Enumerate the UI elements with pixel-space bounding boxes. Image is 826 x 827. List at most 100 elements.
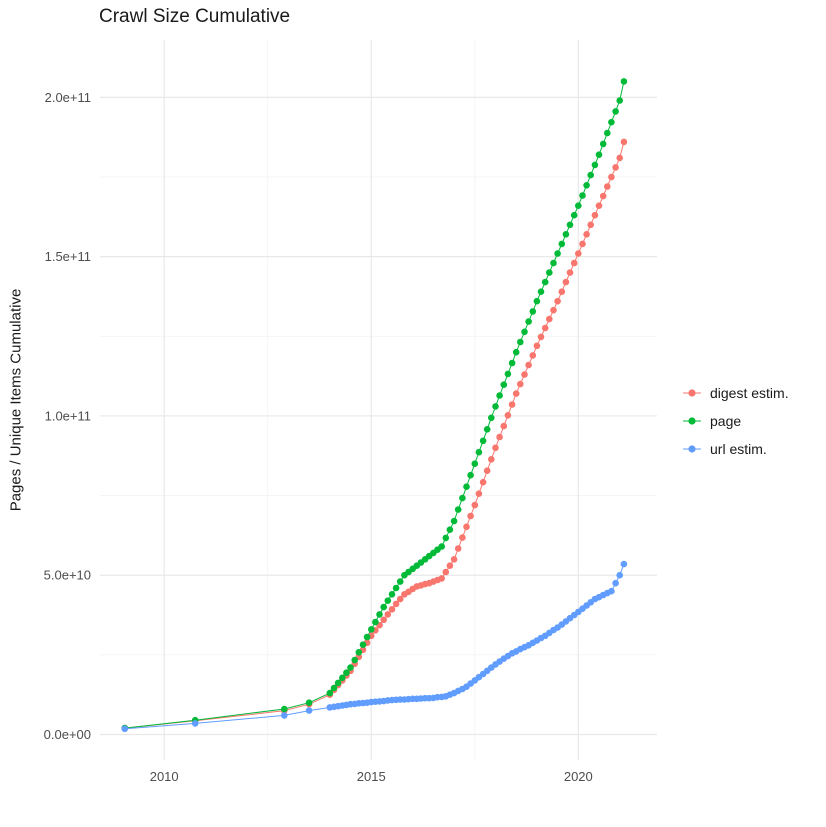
data-point-page (608, 118, 615, 126)
legend-key-url-estim-icon (681, 442, 703, 456)
legend-label-url-estim: url estim. (710, 441, 767, 457)
legend-item-digest-estim: digest estim. (681, 379, 789, 407)
data-point-digest-estim- (533, 342, 541, 350)
data-point-page (604, 129, 611, 137)
data-point-page (388, 591, 396, 598)
data-point-page (508, 359, 516, 367)
data-point-digest-estim- (479, 478, 487, 486)
data-point-digest-estim- (550, 306, 557, 314)
data-point-page (591, 161, 599, 169)
data-point-page (566, 221, 574, 229)
data-point-digest-estim- (380, 616, 388, 624)
data-point-digest-estim- (438, 575, 446, 582)
data-point-page (384, 597, 392, 604)
data-point-page (475, 448, 483, 456)
data-point-digest-estim- (467, 512, 474, 520)
data-point-digest-estim- (562, 278, 570, 286)
data-point-page (521, 328, 528, 336)
data-point-page (281, 705, 288, 713)
data-point-page (595, 151, 603, 158)
data-point-digest-estim- (583, 231, 590, 238)
data-point-page (570, 211, 578, 219)
data-point-page (599, 140, 607, 148)
data-point-digest-estim- (396, 595, 404, 603)
data-point-page (479, 437, 487, 445)
data-point-digest-estim- (500, 422, 508, 430)
data-point-page (558, 240, 566, 248)
data-point-page (334, 679, 342, 687)
data-point-page (483, 426, 491, 433)
data-point-page (612, 108, 619, 115)
data-point-page (463, 483, 470, 491)
data-point-page (550, 259, 557, 267)
data-point-page (339, 674, 346, 682)
data-point-page (533, 297, 541, 305)
data-point-page (575, 202, 582, 209)
data-point-page (392, 584, 400, 592)
data-point-page (504, 370, 512, 378)
chart-title: Crawl Size Cumulative (99, 6, 291, 27)
data-point-digest-estim- (575, 250, 582, 257)
data-point-page (554, 250, 561, 257)
data-point-page (363, 633, 371, 641)
data-point-page (343, 669, 350, 676)
data-point-digest-estim- (392, 600, 400, 608)
legend-label-page: page (710, 413, 742, 429)
data-point-digest-estim- (492, 444, 499, 452)
data-point-page (562, 231, 570, 238)
data-point-digest-estim- (599, 192, 607, 200)
data-point-digest-estim- (541, 324, 549, 332)
y-tick-label: 2.0e+11 (45, 90, 91, 105)
data-point-digest-estim- (529, 352, 537, 359)
legend-item-url-estim: url estim. (681, 435, 789, 463)
y-tick-label: 1.0e+11 (45, 408, 91, 423)
data-point-page (529, 308, 537, 315)
data-point-digest-estim- (521, 371, 528, 378)
data-point-digest-estim- (496, 433, 503, 441)
data-point-page (347, 664, 354, 671)
data-point-url-estim- (608, 587, 615, 595)
data-point-url-estim- (612, 579, 619, 587)
data-point-page (583, 182, 590, 189)
data-point-page (467, 471, 474, 479)
data-point-page (459, 494, 466, 502)
legend-key-page-icon (681, 414, 703, 428)
data-point-digest-estim- (512, 390, 520, 397)
legend: digest estim. page url estim. (681, 379, 789, 463)
x-tick-label: 2010 (150, 769, 179, 784)
data-point-digest-estim- (388, 606, 396, 613)
data-point-page (587, 171, 594, 179)
data-point-digest-estim- (579, 240, 586, 248)
data-point-digest-estim- (591, 211, 599, 219)
y-axis-title: Pages / Unique Items Cumulative (7, 288, 25, 512)
x-tick-label: 2020 (564, 769, 593, 784)
data-point-digest-estim- (595, 202, 603, 209)
data-point-url-estim- (191, 720, 199, 727)
x-tick-label: 2015 (357, 769, 386, 784)
data-point-digest-estim- (508, 401, 516, 408)
data-point-digest-estim- (442, 568, 450, 576)
data-point-digest-estim- (450, 556, 458, 563)
y-tick-label: 5.0e+10 (44, 568, 91, 583)
data-point-digest-estim- (537, 333, 545, 341)
data-point-digest-estim- (616, 154, 623, 162)
data-point-page (454, 506, 462, 513)
data-point-digest-estim- (517, 380, 524, 388)
data-point-page (541, 278, 549, 286)
data-point-url-estim- (305, 707, 313, 714)
data-point-digest-estim- (608, 173, 615, 181)
data-point-digest-estim- (525, 361, 532, 369)
data-point-page (396, 578, 404, 585)
data-point-page (376, 611, 383, 618)
data-point-digest-estim- (546, 315, 553, 323)
data-point-page (517, 338, 524, 346)
data-point-digest-estim- (558, 288, 566, 296)
legend-item-page: page (681, 407, 789, 435)
data-point-page (380, 603, 388, 611)
data-point-page (537, 288, 545, 296)
data-point-page (359, 641, 367, 648)
data-point-digest-estim- (612, 164, 619, 171)
data-point-digest-estim- (488, 456, 495, 463)
